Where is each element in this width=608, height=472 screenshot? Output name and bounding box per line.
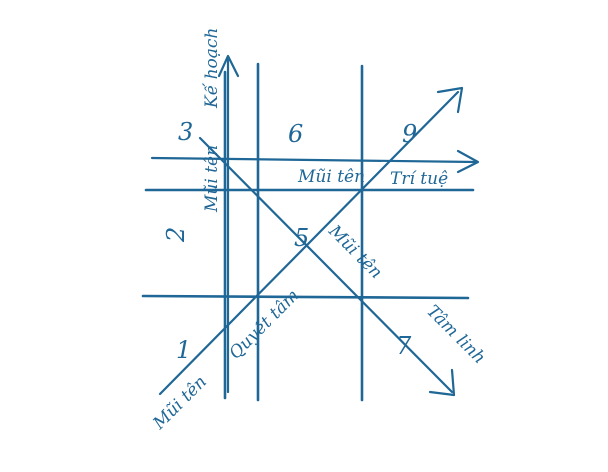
arrow-ke-hoach-head: [217, 54, 240, 78]
arrow-labels: Mũi tên Kế hoạch Mũi tên Trí tuệ Mũi tên…: [149, 28, 490, 435]
arrow-tam-linh-shaft: [198, 136, 454, 394]
label-tri-tue-part2: Trí tuệ: [390, 169, 448, 189]
arrow-quyet-tam: [158, 86, 464, 396]
label-quyet-tam-part1: Mũi tên: [149, 372, 211, 434]
number-1: 1: [176, 336, 191, 364]
arrow-quyet-tam-head: [436, 86, 464, 114]
arrow-tri-tue-head: [456, 149, 480, 174]
number-2: 2: [162, 227, 190, 243]
label-tri-tue-part1: Mũi tên: [297, 167, 365, 187]
label-ke-hoach-part2: Kế hoạch: [202, 28, 222, 109]
label-tam-linh-part2: Tâm linh: [422, 301, 489, 368]
arrow-tam-linh: [198, 136, 456, 397]
grid-line-horizontal-bottom: [141, 294, 470, 300]
number-7: 7: [396, 332, 412, 360]
number-9: 9: [402, 120, 417, 148]
arrow-tri-tue-shaft: [150, 156, 478, 164]
label-ke-hoach-part1: Mũi tên: [202, 145, 222, 213]
arrow-tam-linh-head: [428, 368, 456, 397]
number-6: 6: [288, 120, 303, 148]
arrow-tri-tue: [150, 149, 480, 174]
lo-shu-numbers: 3 6 9 2 5 1 7: [162, 118, 417, 364]
arrow-quyet-tam-shaft: [158, 90, 460, 396]
arrow-ke-hoach: [217, 54, 240, 394]
number-5: 5: [294, 224, 309, 252]
grid: [141, 62, 475, 402]
number-3: 3: [178, 118, 193, 146]
